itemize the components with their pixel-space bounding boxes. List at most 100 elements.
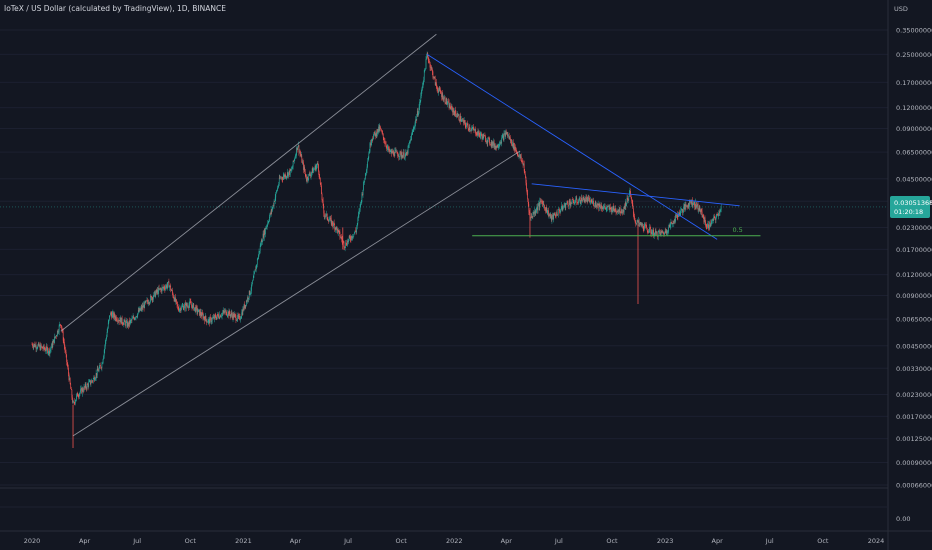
- candle-body: [322, 199, 323, 201]
- candle-body: [564, 203, 565, 207]
- candle-body: [438, 90, 440, 93]
- candle-body: [191, 305, 193, 309]
- candle-body: [256, 264, 258, 266]
- candle-body: [379, 126, 381, 131]
- candle-body: [593, 205, 595, 207]
- candle-body: [719, 211, 721, 213]
- candle-body: [416, 116, 418, 121]
- candle-body: [535, 211, 537, 214]
- candle-body: [307, 176, 308, 180]
- price-tick-label: 0.00230000: [896, 391, 932, 399]
- candle-body: [500, 142, 501, 144]
- candle-body: [533, 211, 534, 215]
- price-tick-label: 0.17000000: [896, 79, 932, 87]
- time-axis[interactable]: 2020 Apr Jul Oct 2021 Apr Jul Oct 2022 Apr Jul Oct 2…: [0, 530, 932, 545]
- candle-body: [565, 204, 567, 208]
- candle-body: [440, 89, 441, 93]
- candle-body: [505, 132, 507, 134]
- channel-line: [60, 33, 437, 332]
- candle-body: [232, 313, 234, 319]
- candle-body: [254, 269, 256, 272]
- candle-body: [615, 211, 617, 213]
- candle-body: [428, 60, 430, 62]
- candle-body: [637, 220, 638, 222]
- candle-body: [672, 223, 674, 224]
- candle-body: [192, 304, 193, 309]
- candle-body: [131, 318, 133, 321]
- candle-body: [485, 141, 487, 143]
- candle-body: [473, 128, 475, 131]
- candle-body: [456, 116, 457, 117]
- candle-body: [430, 67, 431, 69]
- candle-body: [221, 313, 223, 316]
- candle-body: [163, 287, 165, 289]
- candle-body: [187, 305, 188, 307]
- candle-body: [442, 93, 444, 100]
- candle-body: [152, 297, 154, 300]
- candle-body: [392, 150, 393, 154]
- candle-body: [483, 135, 485, 137]
- candle-body: [525, 176, 527, 183]
- candle-body: [649, 227, 650, 233]
- candle-body: [125, 322, 126, 326]
- candle-body: [94, 377, 95, 381]
- candle-body: [139, 308, 141, 311]
- candle-body: [40, 344, 42, 347]
- candle-body: [302, 161, 304, 163]
- candle-body: [46, 346, 47, 351]
- candle-body: [650, 231, 652, 234]
- time-tick-label: Oct: [606, 537, 618, 545]
- candle-body: [622, 209, 624, 213]
- candle-body: [549, 214, 550, 216]
- candle-body: [717, 214, 719, 217]
- candle-body: [289, 169, 291, 175]
- candle-body: [485, 136, 486, 142]
- candle-body: [204, 318, 206, 322]
- candle-body: [418, 112, 419, 116]
- trendline: [531, 183, 740, 207]
- candle-body: [222, 310, 224, 313]
- candle-body: [375, 131, 377, 136]
- candle-body: [691, 199, 693, 204]
- candle-body: [48, 348, 50, 354]
- candle-body: [301, 155, 303, 163]
- candle-body: [188, 307, 189, 308]
- candle-body: [668, 224, 670, 228]
- candle-body: [171, 290, 173, 291]
- price-axis-unit: USD: [894, 5, 908, 13]
- candle-body: [431, 67, 433, 70]
- price-axis[interactable]: USD 0.35000000 0.25000000 0.17000000 0.12000…: [887, 0, 932, 550]
- candle-body: [542, 203, 544, 207]
- candle-body: [606, 207, 608, 209]
- candle-body: [497, 146, 499, 148]
- candle-body: [505, 132, 507, 136]
- candle-body: [184, 303, 186, 305]
- candle-body: [367, 161, 368, 167]
- candle-body: [587, 197, 589, 199]
- candle-body: [73, 401, 74, 402]
- candle-body: [469, 126, 471, 131]
- candle-body: [504, 133, 505, 134]
- candle-body: [285, 176, 287, 178]
- candle-body: [411, 132, 413, 135]
- candle-body: [355, 231, 357, 233]
- candle-body: [175, 299, 177, 302]
- candle-body: [173, 298, 175, 302]
- candle-body: [333, 222, 335, 225]
- candle-body: [566, 203, 567, 205]
- candle-body: [228, 311, 229, 316]
- candle-body: [509, 137, 511, 140]
- candle-body: [449, 104, 451, 109]
- candle-body: [554, 214, 556, 216]
- candle-body: [471, 128, 473, 130]
- candle-body: [575, 198, 577, 200]
- candle-body: [390, 150, 392, 154]
- candle-body: [210, 317, 211, 318]
- time-tick-label: 2021: [235, 537, 252, 545]
- candle-body: [141, 307, 143, 310]
- candle-body: [81, 388, 83, 394]
- candle-body: [108, 319, 110, 323]
- candle-body: [133, 318, 135, 320]
- candle-body: [704, 217, 706, 222]
